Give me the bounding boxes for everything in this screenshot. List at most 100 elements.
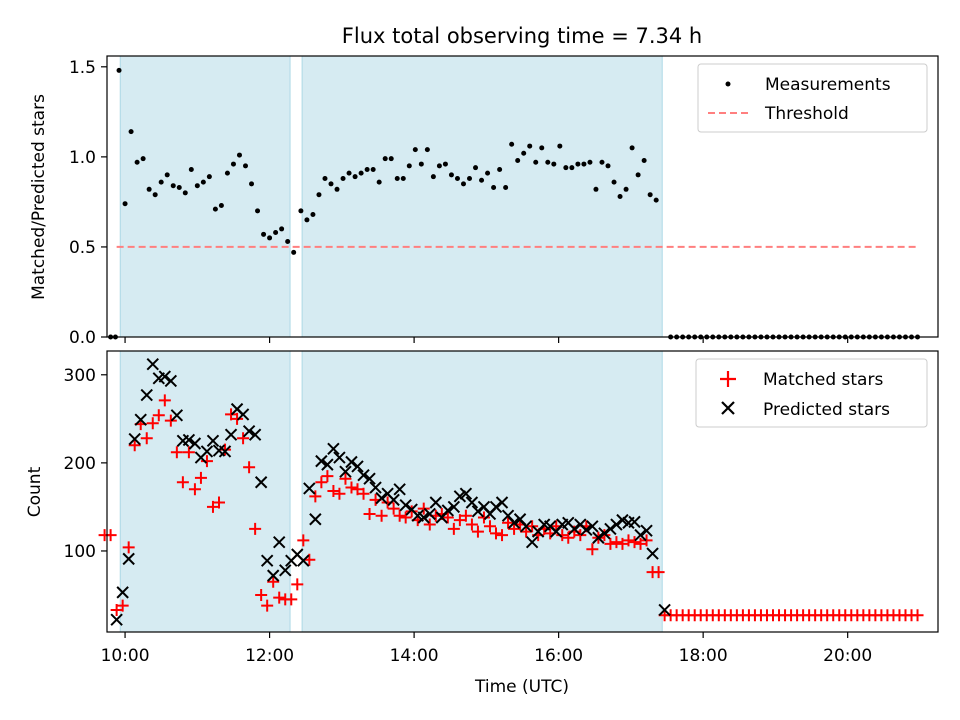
x-tick-label: 16:00	[534, 646, 583, 666]
predicted-star-point	[134, 413, 147, 426]
matched-star-point	[315, 476, 328, 489]
bottom-y-axis-label: Count	[25, 466, 45, 517]
predicted-star-point	[218, 445, 232, 458]
matched-star-point	[363, 507, 376, 520]
measurement-point	[310, 212, 316, 218]
matched-star-point	[622, 534, 635, 547]
measurement-point	[322, 175, 328, 181]
top-shaded-interval	[301, 55, 663, 338]
matched-star-point	[911, 609, 924, 622]
matched-star-point	[556, 529, 569, 542]
measurement-point	[182, 190, 188, 196]
matched-star-point	[291, 578, 304, 591]
matched-star-point	[477, 511, 490, 524]
measurement-point	[382, 156, 388, 162]
measurement-point	[593, 186, 599, 192]
predicted-star-point	[568, 522, 581, 536]
predicted-star-point	[303, 482, 316, 495]
measurement-point	[527, 143, 533, 149]
bottom-x-ticks: 10:00 12:00 14:00 16:00 18:00 20:00	[101, 632, 872, 666]
y-tick-label: 300	[64, 366, 96, 386]
measurement-point	[206, 174, 212, 180]
bottom-shaded-interval	[301, 350, 663, 633]
measurement-point	[164, 172, 170, 178]
predicted-star-point	[297, 554, 310, 567]
measurement-point	[647, 192, 653, 198]
measurement-point	[218, 203, 224, 209]
matched-star-point	[273, 591, 286, 604]
matched-star-point	[327, 485, 340, 498]
predicted-star-point	[634, 528, 647, 542]
matched-star-point	[249, 522, 262, 535]
matched-star-point	[188, 483, 201, 496]
predicted-star-point	[471, 505, 485, 518]
matched-star-point	[465, 518, 478, 531]
measurement-point	[358, 170, 364, 176]
measurement-point	[128, 129, 134, 135]
predicted-star-point	[399, 498, 412, 512]
measurement-point	[557, 143, 563, 149]
measurement-point	[134, 159, 140, 165]
predicted-star-point	[640, 524, 653, 537]
matched-star-point	[261, 599, 274, 612]
measurement-point	[370, 166, 376, 172]
measurement-point	[346, 170, 352, 176]
bottom-x-axis-label: Time (UTC)	[474, 677, 569, 697]
matched-star-point	[610, 536, 623, 549]
measurement-point	[551, 161, 557, 167]
x-tick-label: 14:00	[390, 646, 439, 666]
measurement-point	[442, 161, 448, 167]
predicted-star-point	[610, 518, 623, 531]
measurement-point	[623, 186, 629, 192]
measurement-point	[575, 161, 581, 167]
matched-star-point	[128, 439, 141, 452]
measurement-point	[352, 174, 358, 180]
matched-star-point	[502, 516, 515, 529]
star-count-panel: 100 200 300 10:00 12:00 14:00 16:00 18:00 20:00…	[25, 350, 939, 697]
predicted-star-point	[447, 500, 461, 514]
measurement-point	[261, 231, 267, 237]
measurement-point	[334, 186, 340, 192]
matched-star-point	[526, 520, 539, 533]
predicted-star-point	[363, 472, 376, 485]
matched-star-point	[471, 525, 484, 538]
matched-star-point	[357, 487, 370, 500]
matched-star-point	[116, 599, 129, 612]
predicted-star-point	[128, 432, 141, 446]
predicted-star-point	[254, 476, 268, 489]
matched-star-point	[140, 432, 153, 445]
measurement-point	[436, 163, 442, 169]
legend-measurements-marker	[725, 81, 731, 87]
measurement-point	[328, 181, 334, 187]
matched-star-point	[267, 575, 280, 588]
y-tick-label: 200	[64, 454, 96, 474]
measurement-point	[291, 249, 297, 255]
predicted-star-point	[658, 603, 671, 617]
predicted-star-point	[206, 434, 220, 448]
measurement-point	[170, 183, 176, 189]
bottom-star-points	[98, 358, 924, 626]
predicted-star-point	[351, 460, 364, 473]
bottom-legend-box	[695, 358, 928, 428]
legend-predicted-label: Predicted stars	[763, 400, 890, 420]
matched-star-point	[423, 518, 436, 531]
measurement-point	[376, 179, 382, 185]
matched-star-point	[586, 543, 599, 556]
measurement-point	[454, 175, 460, 181]
predicted-star-point	[604, 522, 617, 536]
measurement-point	[224, 170, 230, 176]
matched-star-point	[393, 509, 406, 522]
predicted-star-point	[242, 424, 256, 438]
measurement-point	[485, 170, 491, 176]
measurement-point	[641, 157, 647, 163]
measurement-point	[158, 179, 164, 185]
predicted-star-point	[525, 535, 539, 549]
predicted-star-point	[387, 493, 400, 507]
measurement-point	[563, 165, 569, 171]
measurement-point	[497, 166, 503, 172]
predicted-star-point	[339, 465, 352, 478]
matched-star-point	[640, 534, 653, 547]
matched-star-point	[375, 509, 388, 522]
bottom-y-ticks: 100 200 300	[64, 366, 107, 562]
predicted-star-point	[495, 496, 509, 509]
